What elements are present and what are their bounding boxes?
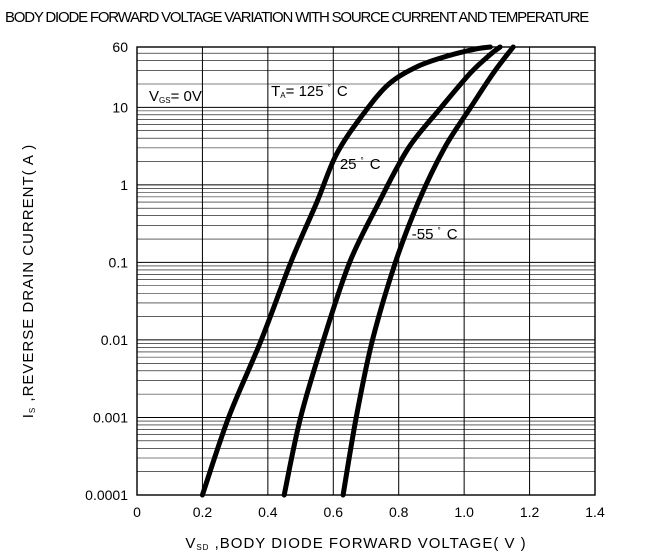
x-tick-label: 0.2 [193, 504, 213, 520]
series-line-2 [340, 44, 516, 498]
y-tick-label: 10 [112, 99, 128, 115]
x-tick-label: 0.6 [324, 504, 344, 520]
x-tick-label: 1.0 [454, 504, 474, 520]
condition-label: VGS= 0V [149, 88, 202, 105]
series-label-2: -55 ° C [412, 226, 458, 243]
y-tick-label: 0.0001 [85, 487, 128, 503]
axis-labels: VSD ,BODY DIODE FORWARD VOLTAGE( V ) IS ,… [20, 144, 526, 552]
y-tick-label: 0.1 [109, 254, 129, 270]
series-label-0: TA= 125 ° C [271, 83, 348, 100]
y-tick-label: 60 [112, 39, 128, 55]
series-line-1 [281, 44, 503, 498]
x-tick-label: 1.4 [585, 504, 605, 520]
x-tick-label: 0 [133, 504, 141, 520]
x-tick-label: 1.2 [520, 504, 540, 520]
y-tick-label: 0.001 [93, 409, 128, 425]
curves [199, 44, 516, 498]
y-tick-label: 1 [120, 177, 128, 193]
chart-title: BODY DIODE FORWARD VOLTAGE VARIATION WIT… [5, 9, 589, 26]
series-label-1: 25 ° C [340, 156, 381, 173]
plot-frame [136, 46, 596, 496]
y-tick-label: 0.01 [101, 332, 128, 348]
x-tick-label: 0.4 [258, 504, 278, 520]
x-tick-labels: 0 0.2 0.4 0.6 0.8 1.0 1.2 1.4 [133, 504, 605, 520]
x-axis-label: VSD ,BODY DIODE FORWARD VOLTAGE( V ) [185, 535, 526, 552]
grid [136, 46, 596, 496]
annotations: VGS= 0V TA= 125 ° C 25 ° C -55 ° C [149, 83, 458, 243]
y-tick-labels: 0.0001 0.001 0.01 0.1 1 10 60 [85, 39, 128, 503]
y-axis-label: IS ,REVERSE DRAIN CURRENT( A ) [20, 144, 37, 419]
series-line-0 [199, 44, 493, 498]
x-tick-label: 0.8 [389, 504, 409, 520]
